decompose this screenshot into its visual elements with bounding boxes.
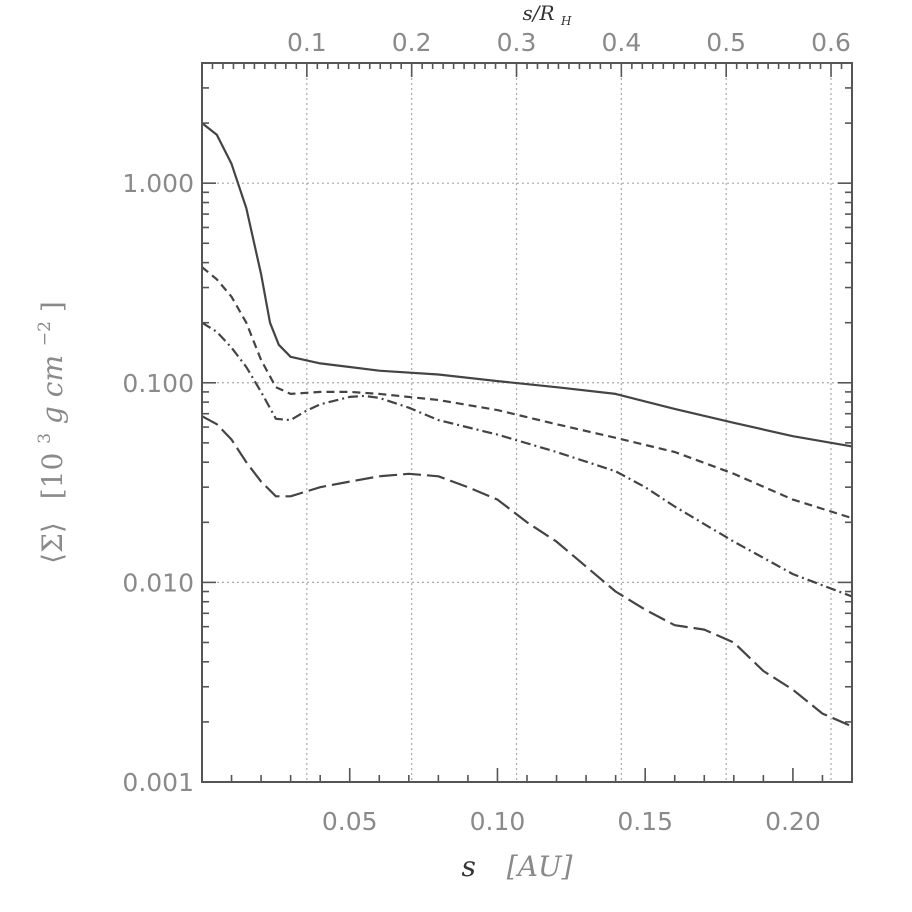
top-axis-subscript: H — [560, 14, 572, 28]
series-line-dash-dot — [201, 321, 853, 598]
grid-layer — [202, 63, 852, 782]
x-tick-label: 0.05 — [322, 807, 378, 836]
label-layer: 0.05 0.10 0.15 0.20 0.1 0.2 0.3 0.4 0.5 0.6 0.001 0… — [122, 28, 850, 836]
top-tick-label: 0.3 — [497, 28, 537, 57]
x-axis-symbol: s — [462, 850, 476, 883]
x-tick-label: 0.20 — [765, 807, 821, 836]
y-axis-unit-close: ] — [36, 301, 69, 312]
y-axis-quantity: ⟨Σ⟩ — [36, 522, 69, 564]
x-axis-title: s [AU] — [462, 850, 573, 883]
top-tick-label: 0.6 — [811, 28, 851, 57]
y-axis-title: ⟨Σ⟩ [10 3 g cm −2 ] — [24, 301, 69, 564]
series-line-solid — [201, 122, 853, 448]
series-line-dashed — [201, 266, 853, 520]
series-line-long-dash — [201, 415, 853, 728]
top-axis-title: s/R H — [523, 1, 572, 28]
y-axis-unit-exp2: −2 — [35, 321, 55, 346]
x-tick-label: 0.10 — [470, 807, 526, 836]
top-axis-symbol: s/R — [523, 1, 555, 25]
top-tick-label: 0.4 — [601, 28, 641, 57]
top-tick-label: 0.2 — [392, 28, 432, 57]
y-axis-unit-exp1: 3 — [35, 433, 55, 444]
y-tick-label: 0.010 — [122, 568, 194, 597]
series-layer — [201, 122, 853, 728]
y-tick-label: 0.100 — [122, 369, 194, 398]
x-axis-unit: [AU] — [507, 850, 573, 883]
y-tick-label: 1.000 — [122, 169, 194, 198]
y-tick-label: 0.001 — [122, 768, 194, 797]
tick-layer — [202, 62, 852, 783]
y-axis-unit-mid: g cm — [36, 355, 69, 424]
y-axis-unit-open: [10 — [36, 453, 69, 500]
x-tick-label: 0.15 — [617, 807, 673, 836]
top-tick-label: 0.5 — [706, 28, 746, 57]
plot-frame — [201, 62, 853, 783]
top-tick-label: 0.1 — [287, 28, 327, 57]
